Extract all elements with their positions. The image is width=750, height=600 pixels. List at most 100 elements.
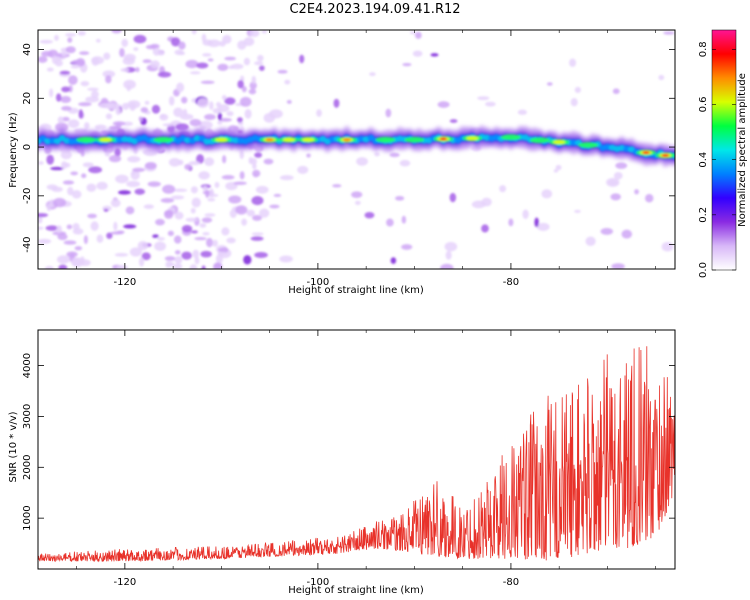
heatmap-cell: [81, 173, 87, 179]
heatmap-cell: [56, 255, 70, 264]
heatmap-cell: [76, 58, 86, 67]
heatmap-cell: [129, 102, 136, 111]
heatmap-ridge-core: [38, 133, 675, 159]
colorbar-tick-label: 0.4: [698, 152, 709, 168]
heatmap-cell: [385, 108, 392, 118]
heatmap-cell: [578, 142, 599, 149]
heatmap-cell: [536, 222, 550, 231]
heatmap-cell: [46, 67, 54, 72]
heatmap-cell: [181, 224, 193, 233]
heatmap-cell: [302, 137, 315, 142]
heatmap-cell: [286, 99, 292, 104]
heatmap-cell: [157, 51, 165, 56]
heatmap-cell: [114, 252, 129, 257]
heatmap-cell: [570, 98, 578, 107]
colorbar-ticks: 0.0 0.2 0.4 0.6 0.8: [698, 41, 736, 278]
heatmap-cell: [82, 162, 94, 168]
heatmap-cell: [662, 154, 669, 157]
heatmap-cell: [229, 209, 237, 218]
heatmap-cell: [217, 120, 223, 125]
heatmap-cell: [126, 180, 141, 188]
heatmap-cell: [499, 185, 507, 193]
heatmap-cell: [255, 185, 269, 194]
heatmap-cell: [62, 180, 75, 185]
heatmap-cell: [259, 208, 270, 218]
heatmap-cell: [188, 161, 201, 166]
heatmap-cell: [110, 198, 121, 208]
heatmap-cell: [243, 37, 255, 47]
heatmap-cell: [204, 157, 215, 166]
snr-x-tick-label: -100: [307, 577, 330, 588]
heatmap-cell: [123, 79, 136, 90]
heatmap-cell: [206, 237, 214, 248]
heatmap-cell: [477, 96, 490, 101]
heatmap-cell: [45, 225, 59, 231]
heatmap-cell: [165, 261, 173, 268]
heatmap-cell: [466, 136, 479, 141]
heatmap-cell: [239, 96, 252, 107]
snr-y-tick-label: 1000: [22, 505, 33, 530]
heatmap-cell: [374, 152, 380, 157]
heatmap-cell: [401, 215, 407, 224]
heatmap-cell: [164, 256, 176, 261]
heatmap-cell: [173, 263, 183, 269]
heatmap-cell: [60, 150, 72, 160]
heatmap-cell: [151, 104, 161, 114]
heatmap-cell: [444, 241, 458, 252]
heatmap-cell: [105, 102, 119, 110]
heatmap-cell: [243, 255, 252, 265]
heatmap-cell: [70, 64, 81, 69]
spectrogram-y-tick-label: -40: [22, 236, 33, 252]
heatmap-cell: [199, 223, 207, 228]
snr-panel: -120 -100 -80 1000 2000 3000 4000 Height of s…: [8, 329, 676, 596]
heatmap-cell: [88, 166, 103, 174]
figure-title: C2E4.2023.194.09.41.R12: [289, 2, 461, 17]
heatmap-cell: [333, 98, 340, 108]
heatmap-cell: [57, 233, 68, 241]
heatmap-cell: [119, 47, 125, 58]
heatmap-cell: [249, 30, 260, 37]
heatmap-cell: [354, 200, 361, 205]
heatmap-cell: [263, 112, 276, 123]
heatmap-cell: [104, 151, 111, 157]
heatmap-cell: [574, 86, 581, 93]
heatmap-cell: [173, 235, 182, 244]
heatmap-cell: [123, 53, 136, 62]
heatmap-cell: [181, 96, 188, 104]
heatmap-cell: [160, 197, 175, 203]
spectrogram-y-ticks: -40 -20 0 20 40: [22, 43, 675, 253]
spectrogram-y-axis-label: Frequency (Hz): [8, 112, 19, 188]
heatmap-cell: [123, 224, 137, 229]
heatmap-cell: [212, 108, 222, 114]
heatmap-cell: [91, 56, 104, 65]
heatmap-cell: [217, 247, 229, 253]
heatmap-cell: [157, 237, 166, 241]
heatmap-cell: [261, 30, 268, 34]
heatmap-cell: [608, 179, 618, 186]
heatmap-cell: [168, 158, 181, 167]
heatmap-cell: [179, 113, 194, 120]
heatmap-cell: [121, 102, 130, 110]
heatmap-cell: [102, 70, 116, 78]
heatmap-cell: [263, 158, 274, 165]
heatmap-cell: [160, 113, 166, 119]
heatmap-cell: [440, 137, 447, 141]
heatmap-cell: [204, 213, 216, 217]
heatmap-cell: [522, 209, 529, 220]
heatmap-cell: [197, 98, 209, 109]
heatmap-cell: [38, 226, 44, 230]
heatmap-cell: [569, 58, 577, 68]
heatmap-cell: [217, 63, 229, 71]
heatmap-cell: [634, 189, 639, 195]
heatmap-cell: [252, 215, 263, 221]
heatmap-cell: [299, 54, 305, 64]
heatmap-cell: [251, 232, 264, 236]
heatmap-cell: [205, 189, 210, 198]
heatmap-cell: [61, 86, 71, 93]
heatmap-cell: [221, 175, 235, 180]
heatmap-cell: [135, 67, 140, 73]
heatmap-cell: [173, 107, 184, 118]
heatmap-cell: [445, 250, 452, 260]
heatmap-cell: [141, 252, 151, 261]
